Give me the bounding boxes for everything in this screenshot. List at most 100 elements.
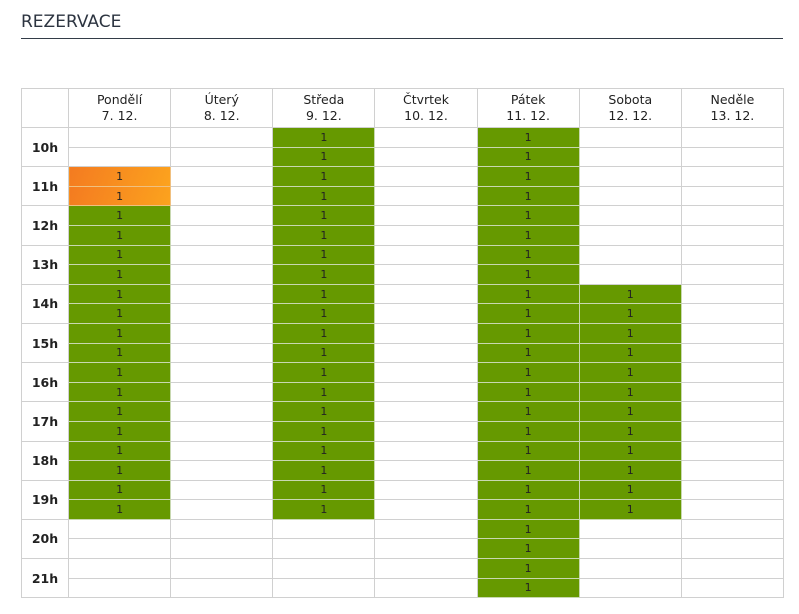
free-slot[interactable] xyxy=(170,205,274,226)
booked-slot[interactable]: 1 xyxy=(67,420,172,442)
free-slot[interactable] xyxy=(578,185,682,207)
free-slot[interactable] xyxy=(680,558,785,579)
free-slot[interactable] xyxy=(578,146,682,168)
free-slot[interactable] xyxy=(374,342,478,364)
booked-slot[interactable]: 1 xyxy=(67,381,172,403)
free-slot[interactable] xyxy=(170,518,274,540)
free-slot[interactable] xyxy=(680,401,785,422)
booked-slot[interactable]: 1 xyxy=(476,127,580,148)
free-slot[interactable] xyxy=(170,381,274,403)
free-slot[interactable] xyxy=(680,479,785,501)
pending-slot[interactable]: 1 xyxy=(67,185,172,207)
booked-slot[interactable]: 1 xyxy=(67,322,172,344)
free-slot[interactable] xyxy=(374,479,478,501)
booked-slot[interactable]: 1 xyxy=(67,460,172,481)
booked-slot[interactable]: 1 xyxy=(272,303,376,324)
free-slot[interactable] xyxy=(374,244,478,266)
free-slot[interactable] xyxy=(578,205,682,226)
free-slot[interactable] xyxy=(374,440,478,462)
free-slot[interactable] xyxy=(170,264,274,285)
free-slot[interactable] xyxy=(374,224,478,246)
booked-slot[interactable]: 1 xyxy=(272,205,376,226)
booked-slot[interactable]: 1 xyxy=(476,499,580,520)
booked-slot[interactable]: 1 xyxy=(272,479,376,501)
booked-slot[interactable]: 1 xyxy=(578,303,682,324)
booked-slot[interactable]: 1 xyxy=(476,244,580,266)
booked-slot[interactable]: 1 xyxy=(272,381,376,403)
free-slot[interactable] xyxy=(680,440,785,462)
booked-slot[interactable]: 1 xyxy=(272,420,376,442)
free-slot[interactable] xyxy=(67,518,172,540)
booked-slot[interactable]: 1 xyxy=(476,185,580,207)
booked-slot[interactable]: 1 xyxy=(578,440,682,462)
booked-slot[interactable]: 1 xyxy=(272,185,376,207)
free-slot[interactable] xyxy=(374,303,478,324)
free-slot[interactable] xyxy=(374,185,478,207)
booked-slot[interactable]: 1 xyxy=(578,479,682,501)
booked-slot[interactable]: 1 xyxy=(67,479,172,501)
booked-slot[interactable]: 1 xyxy=(578,381,682,403)
free-slot[interactable] xyxy=(374,166,478,187)
free-slot[interactable] xyxy=(578,166,682,187)
free-slot[interactable] xyxy=(680,499,785,520)
free-slot[interactable] xyxy=(170,166,274,187)
free-slot[interactable] xyxy=(680,518,785,540)
free-slot[interactable] xyxy=(374,283,478,305)
free-slot[interactable] xyxy=(67,146,172,168)
free-slot[interactable] xyxy=(680,146,785,168)
booked-slot[interactable]: 1 xyxy=(272,440,376,462)
free-slot[interactable] xyxy=(170,127,274,148)
booked-slot[interactable]: 1 xyxy=(272,322,376,344)
booked-slot[interactable]: 1 xyxy=(67,244,172,266)
free-slot[interactable] xyxy=(680,577,785,599)
free-slot[interactable] xyxy=(170,558,274,579)
free-slot[interactable] xyxy=(680,283,785,305)
free-slot[interactable] xyxy=(680,166,785,187)
free-slot[interactable] xyxy=(170,224,274,246)
booked-slot[interactable]: 1 xyxy=(67,362,172,383)
booked-slot[interactable]: 1 xyxy=(476,146,580,168)
booked-slot[interactable]: 1 xyxy=(476,264,580,285)
free-slot[interactable] xyxy=(680,264,785,285)
booked-slot[interactable]: 1 xyxy=(578,420,682,442)
free-slot[interactable] xyxy=(374,401,478,422)
free-slot[interactable] xyxy=(67,577,172,599)
booked-slot[interactable]: 1 xyxy=(476,479,580,501)
free-slot[interactable] xyxy=(578,127,682,148)
free-slot[interactable] xyxy=(170,146,274,168)
booked-slot[interactable]: 1 xyxy=(476,460,580,481)
free-slot[interactable] xyxy=(170,440,274,462)
free-slot[interactable] xyxy=(578,518,682,540)
free-slot[interactable] xyxy=(680,538,785,560)
free-slot[interactable] xyxy=(170,460,274,481)
free-slot[interactable] xyxy=(374,146,478,168)
free-slot[interactable] xyxy=(374,518,478,540)
free-slot[interactable] xyxy=(170,479,274,501)
booked-slot[interactable]: 1 xyxy=(67,499,172,520)
booked-slot[interactable]: 1 xyxy=(272,362,376,383)
free-slot[interactable] xyxy=(374,420,478,442)
booked-slot[interactable]: 1 xyxy=(578,283,682,305)
free-slot[interactable] xyxy=(170,322,274,344)
free-slot[interactable] xyxy=(680,342,785,364)
free-slot[interactable] xyxy=(170,499,274,520)
booked-slot[interactable]: 1 xyxy=(476,420,580,442)
free-slot[interactable] xyxy=(374,205,478,226)
free-slot[interactable] xyxy=(578,244,682,266)
booked-slot[interactable]: 1 xyxy=(578,322,682,344)
free-slot[interactable] xyxy=(680,362,785,383)
booked-slot[interactable]: 1 xyxy=(67,342,172,364)
free-slot[interactable] xyxy=(680,205,785,226)
booked-slot[interactable]: 1 xyxy=(578,401,682,422)
booked-slot[interactable]: 1 xyxy=(476,558,580,579)
booked-slot[interactable]: 1 xyxy=(476,342,580,364)
free-slot[interactable] xyxy=(272,577,376,599)
booked-slot[interactable]: 1 xyxy=(476,322,580,344)
free-slot[interactable] xyxy=(374,460,478,481)
free-slot[interactable] xyxy=(374,499,478,520)
booked-slot[interactable]: 1 xyxy=(476,205,580,226)
booked-slot[interactable]: 1 xyxy=(476,224,580,246)
free-slot[interactable] xyxy=(578,577,682,599)
booked-slot[interactable]: 1 xyxy=(476,518,580,540)
booked-slot[interactable]: 1 xyxy=(67,224,172,246)
